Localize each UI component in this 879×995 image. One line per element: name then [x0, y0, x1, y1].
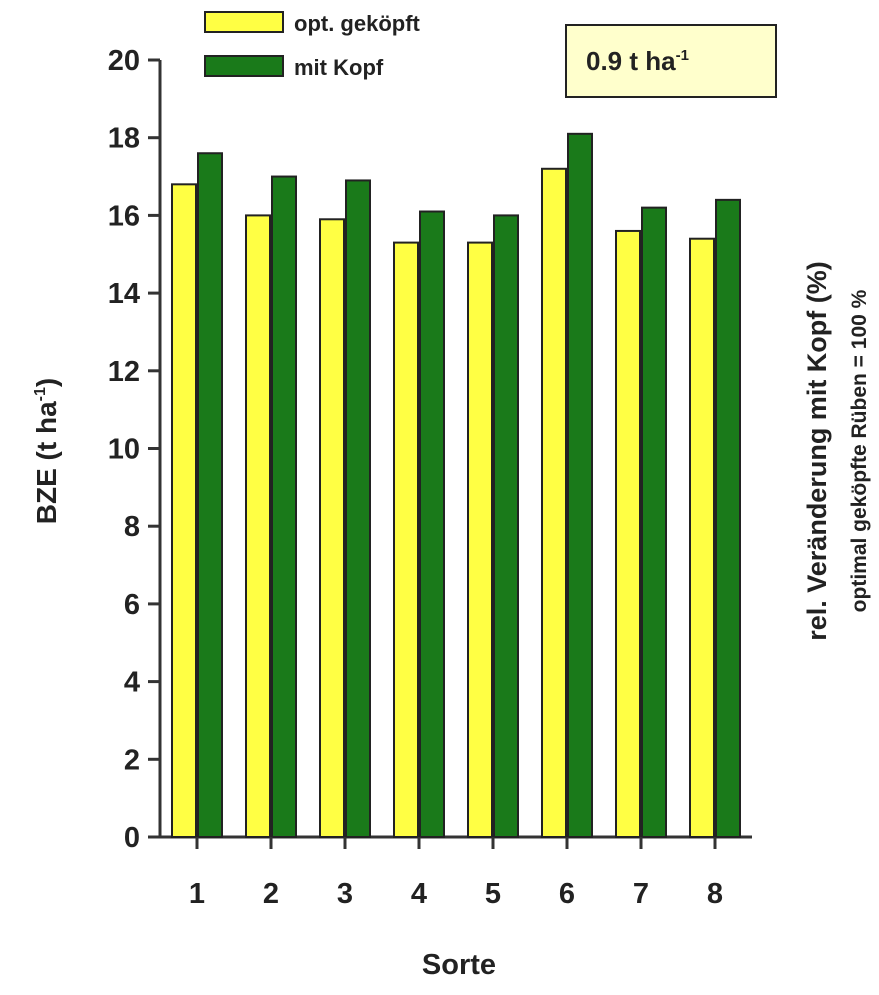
annotation-text: 0.9 t ha-1 [586, 46, 689, 76]
legend-swatch-mit-kopf [204, 55, 284, 77]
y-axis-label: BZE (t ha-1) [31, 378, 62, 524]
bar-mit-kopf-sorte-3 [345, 179, 371, 838]
x-ticks: 1 2 3 4 5 6 7 8 [189, 837, 723, 910]
y-tick-label: 4 [124, 667, 140, 699]
bar-opt-gekoepft-sorte-3 [319, 218, 345, 839]
bar-opt-gekoepft-sorte-4 [393, 241, 419, 839]
y-tick-label: 16 [108, 200, 140, 232]
y-tick-label: 12 [108, 356, 140, 388]
legend-label-opt-gekoepft: opt. geköpft [294, 11, 421, 36]
bar-opt-gekoepft-sorte-6 [541, 167, 567, 838]
y-tick-label: 2 [124, 744, 140, 776]
y-tick-label: 10 [108, 434, 140, 466]
y-ticks: 0 2 4 6 8 10 12 14 16 18 20 [108, 45, 160, 854]
x-tick-label: 6 [559, 878, 575, 910]
y-tick-label: 18 [108, 123, 140, 155]
annotation-frame [565, 24, 777, 98]
bar-opt-gekoepft-sorte-1 [171, 183, 197, 838]
y2-axis-sublabel: optimal geköpfte Rüben = 100 % [848, 289, 871, 612]
y-tick-label: 20 [108, 45, 140, 77]
x-tick-label: 4 [411, 878, 427, 910]
y-tick-label: 0 [124, 822, 140, 854]
bar-mit-kopf-sorte-7 [641, 206, 667, 838]
x-tick-label: 5 [485, 878, 501, 910]
bar-mit-kopf-sorte-8 [715, 198, 741, 839]
y-tick-label: 14 [108, 278, 140, 310]
legend-label-mit-kopf: mit Kopf [294, 55, 384, 80]
x-axis-label: Sorte [422, 949, 496, 981]
bar-mit-kopf-sorte-1 [197, 152, 223, 839]
x-tick-label: 8 [707, 878, 723, 910]
y-tick-label: 6 [124, 589, 140, 621]
bars [171, 132, 741, 839]
y2-axis-label: rel. Veränderung mit Kopf (%) [802, 261, 832, 641]
bar-mit-kopf-sorte-5 [493, 214, 519, 838]
bar-mit-kopf-sorte-6 [567, 132, 593, 838]
x-tick-label: 1 [189, 878, 205, 910]
bar-opt-gekoepft-sorte-5 [467, 241, 493, 839]
x-tick-label: 7 [633, 878, 649, 910]
bar-mit-kopf-sorte-2 [271, 175, 297, 839]
legend-swatch-opt-gekoepft [204, 11, 284, 33]
bar-opt-gekoepft-sorte-8 [689, 237, 715, 838]
bar-opt-gekoepft-sorte-2 [245, 214, 271, 838]
y-tick-label: 8 [124, 511, 140, 543]
annotation-box: 0.9 t ha-1 [565, 24, 777, 98]
legend: opt. geköpft mit Kopf [204, 11, 421, 80]
bar-opt-gekoepft-sorte-7 [615, 229, 641, 838]
x-tick-label: 2 [263, 878, 279, 910]
x-tick-label: 3 [337, 878, 353, 910]
bar-mit-kopf-sorte-4 [419, 210, 445, 838]
